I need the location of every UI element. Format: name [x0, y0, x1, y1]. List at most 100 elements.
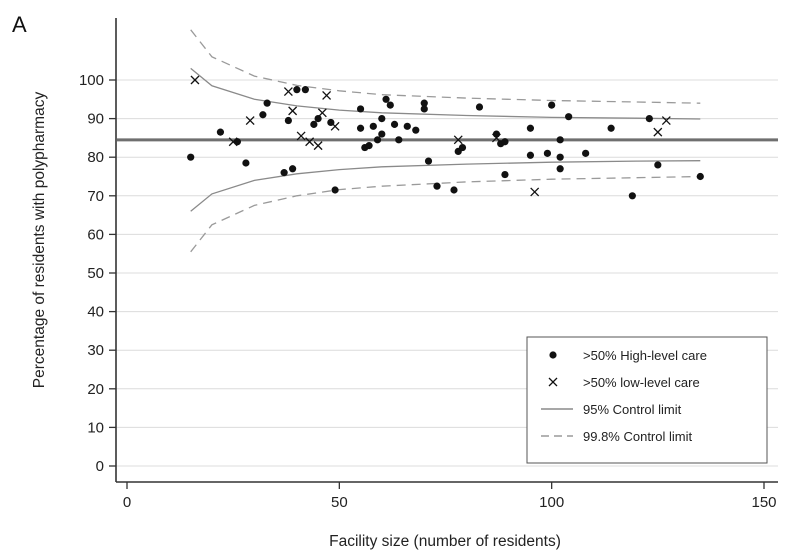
high-care-point [242, 159, 250, 167]
high-care-point [403, 122, 411, 130]
y-tick-label: 50 [87, 265, 104, 282]
high-care-point [263, 99, 271, 107]
high-care-point [654, 161, 662, 169]
low-care-point [653, 127, 663, 137]
high-care-point [501, 138, 509, 146]
x-tick-label: 0 [123, 494, 131, 511]
low-care-point [330, 121, 340, 131]
legend-label: 99.8% Control limit [583, 429, 692, 444]
y-tick-label: 90 [87, 111, 104, 128]
high-care-point [526, 151, 535, 159]
high-care-point [543, 149, 552, 157]
legend-entry: >50% low-level care [548, 375, 700, 390]
legend-label: >50% low-level care [583, 375, 700, 390]
high-care-point [556, 136, 564, 144]
low-care-point [190, 75, 200, 85]
high-care-point [331, 186, 339, 194]
control-limit-99-8-lower [190, 175, 701, 253]
low-care-point [317, 108, 327, 118]
legend-label: 95% Control limit [583, 402, 682, 417]
low-care-point [288, 106, 298, 116]
high-care-point [565, 113, 573, 121]
legend-entry: 99.8% Control limit [541, 429, 692, 444]
high-care-point [356, 105, 365, 113]
high-care-point [378, 130, 386, 138]
y-axis-title: Percentage of residents with polypharmac… [31, 92, 48, 389]
high-care-point [289, 165, 297, 173]
high-care-point [216, 128, 225, 136]
legend: >50% High-level care >50% low-level care 9… [526, 336, 768, 464]
low-care-point [313, 141, 323, 151]
cross-icon [548, 377, 558, 387]
high-care-point [259, 111, 267, 119]
high-care-point [390, 120, 399, 128]
high-care-point [475, 103, 484, 111]
high-care-point [386, 101, 394, 109]
high-care-point [458, 143, 467, 152]
low-care-point [492, 133, 501, 143]
high-care-point [280, 169, 288, 177]
x-tick-label: 150 [751, 494, 776, 511]
high-care-point [556, 165, 564, 173]
y-tick-label: 10 [87, 419, 104, 436]
y-tick-label: 0 [96, 458, 104, 475]
high-care-point [424, 157, 433, 165]
y-tick-label: 30 [87, 342, 104, 359]
high-care-point [293, 86, 301, 94]
x-axis-title: Facility size (number of residents) [329, 533, 561, 550]
high-care-point [314, 115, 322, 123]
high-care-point [187, 153, 195, 161]
high-care-point [420, 99, 428, 107]
high-care-point [450, 186, 458, 194]
high-care-point [548, 101, 556, 109]
low-care-point [453, 135, 463, 145]
y-tick-label: 60 [87, 226, 104, 243]
high-care-point [356, 124, 365, 132]
high-care-point [501, 170, 509, 179]
low-care-point [296, 131, 306, 141]
low-care-point [661, 116, 671, 125]
high-care-point [369, 122, 377, 130]
dot-icon [549, 351, 557, 359]
legend-entry: >50% High-level care [549, 348, 707, 363]
legend-entry: 95% Control limit [541, 402, 682, 417]
low-care-point [228, 137, 238, 147]
control-limit-95-upper [190, 67, 701, 120]
high-care-point [365, 142, 373, 150]
legend-box [526, 336, 768, 464]
low-care-point [305, 137, 315, 147]
x-tick-label: 100 [539, 494, 564, 511]
high-care-point [607, 124, 615, 132]
high-care-point [433, 182, 441, 190]
high-care-point [628, 192, 636, 200]
panel-label: A [12, 12, 27, 37]
high-care-point [382, 95, 390, 103]
y-tick-label: 40 [87, 304, 104, 321]
low-care-point [530, 187, 540, 197]
high-care-point [492, 130, 501, 138]
high-care-point [526, 124, 535, 132]
x-tick-label: 50 [331, 494, 348, 511]
high-care-point [395, 136, 403, 144]
high-care-point [284, 116, 292, 125]
high-care-point [301, 86, 309, 94]
high-care-point [696, 172, 704, 181]
high-care-point [582, 149, 590, 157]
axes [115, 18, 778, 483]
data-points [187, 75, 704, 200]
control-limit-99-8-upper [190, 29, 701, 104]
legend-label: >50% High-level care [583, 348, 707, 363]
high-care-point [310, 120, 318, 128]
high-care-point [556, 153, 564, 161]
high-care-point [378, 115, 386, 123]
control-limit-95-lower [190, 160, 701, 212]
y-tick-label: 70 [87, 188, 104, 205]
y-tick-label: 100 [79, 72, 104, 89]
low-care-point [322, 90, 332, 100]
y-tick-label: 80 [87, 149, 104, 166]
y-tick-labels: 0 10 20 30 40 50 60 70 80 90 100 [79, 72, 116, 475]
high-care-point [373, 136, 382, 144]
low-care-point [245, 116, 255, 125]
high-care-point [412, 126, 420, 134]
